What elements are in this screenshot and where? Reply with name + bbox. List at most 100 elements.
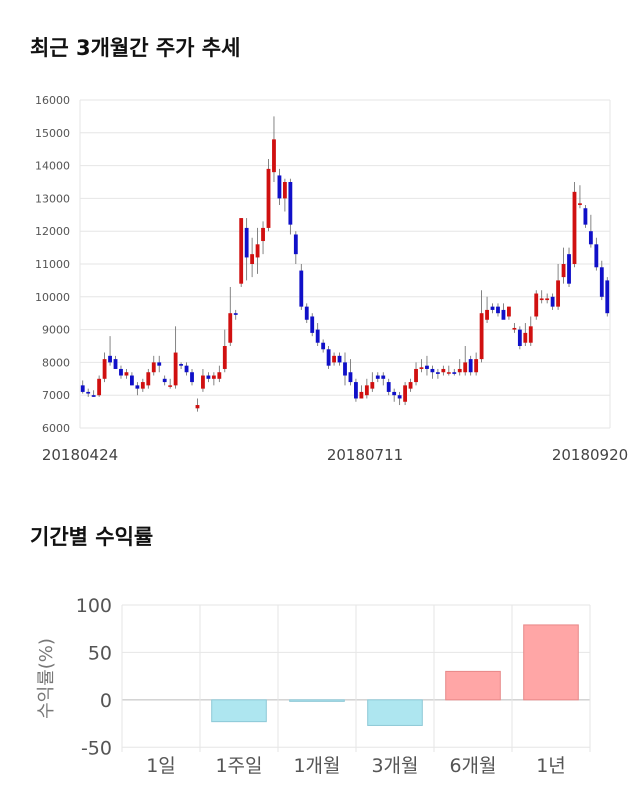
candle-body — [594, 244, 599, 268]
candle-body — [173, 352, 178, 386]
candle-body — [135, 385, 140, 389]
candle-grid — [79, 99, 611, 429]
candle-body — [386, 382, 391, 392]
candle-body — [86, 391, 91, 394]
candle-body — [550, 296, 555, 307]
candle-x-tick: 20180920 — [552, 446, 628, 464]
bar-grid — [121, 604, 591, 752]
candle-body — [157, 362, 162, 366]
bar-x-tick: 1개월 — [293, 755, 340, 777]
candle-body — [129, 375, 134, 386]
candle-body — [556, 280, 561, 307]
candle-body — [250, 254, 255, 264]
candle-body — [206, 375, 211, 379]
candle-body — [168, 385, 173, 387]
candle-body — [523, 332, 528, 343]
candle-body — [583, 208, 588, 225]
candle-body — [113, 359, 118, 369]
candle-body — [578, 203, 582, 205]
candle-y-tick: 6000 — [42, 422, 70, 435]
candle-body — [244, 227, 249, 258]
candle-body — [151, 362, 156, 373]
candle-body — [370, 382, 375, 389]
candle-body — [310, 316, 315, 333]
candle-body — [190, 372, 194, 383]
candle-body — [217, 372, 222, 379]
candle-body — [392, 391, 397, 396]
candle-body — [304, 306, 309, 320]
candle-y-tick: 12000 — [35, 225, 70, 238]
candle-body — [119, 368, 123, 376]
candle-body — [496, 306, 500, 314]
candle-y-tick: 13000 — [35, 192, 70, 205]
return-bar — [367, 699, 423, 726]
candle-body — [419, 367, 424, 369]
returns-chart-title: 기간별 수익률 — [30, 525, 154, 549]
bar-y-axis: -50 0 50 100 — [76, 595, 112, 759]
candle-body — [299, 270, 304, 307]
candle-body — [321, 342, 326, 350]
candle-body — [266, 168, 271, 228]
candle-body — [211, 375, 216, 379]
candle-body — [457, 368, 462, 373]
candle-body — [354, 382, 358, 399]
candle-y-tick: 7000 — [42, 389, 70, 402]
return-bar — [289, 699, 345, 702]
candle-y-tick: 16000 — [35, 94, 70, 107]
bar-x-tick: 3개월 — [371, 755, 418, 777]
candle-body — [261, 227, 265, 242]
candle-body — [403, 385, 408, 402]
candle-body — [375, 375, 380, 379]
candle-body — [446, 372, 451, 374]
candle-body — [545, 298, 550, 301]
candle-body — [485, 309, 489, 320]
candle-body — [588, 231, 593, 245]
candle-body — [184, 365, 189, 373]
candle-body — [162, 378, 167, 383]
candle-body — [102, 359, 107, 379]
candle-body — [288, 182, 293, 225]
candle-body — [599, 267, 604, 297]
candle-body — [463, 362, 468, 373]
bar-series — [211, 624, 579, 726]
returns-bar-chart: -50 0 50 100 1일 1주일 1개월 3개월 6개월 1년 수익률(%) — [36, 595, 591, 777]
candle-body — [255, 244, 260, 258]
return-bar — [211, 699, 267, 723]
candle-y-tick: 8000 — [42, 356, 70, 369]
candle-body — [332, 355, 336, 363]
candle-body — [179, 364, 183, 366]
candle-body — [97, 378, 102, 396]
candle-body — [474, 359, 479, 373]
bar-y-tick: 100 — [76, 595, 112, 617]
candle-body — [534, 293, 539, 317]
candle-body — [381, 375, 386, 379]
candle-series — [80, 116, 610, 412]
candle-body — [567, 254, 571, 284]
candle-body — [479, 313, 484, 360]
candlestick-chart: 6000 7000 8000 9000 10000 11000 12000 13000 1400… — [35, 94, 628, 464]
candle-body — [528, 326, 533, 343]
candle-y-tick: 14000 — [35, 160, 70, 173]
bar-x-tick: 1주일 — [215, 755, 262, 777]
candle-y-tick: 11000 — [35, 258, 70, 271]
bar-y-tick: 50 — [88, 642, 112, 664]
candle-body — [228, 313, 233, 343]
candle-body — [501, 309, 506, 320]
candle-body — [490, 306, 495, 310]
candle-body — [507, 306, 511, 317]
candle-y-tick: 15000 — [35, 127, 70, 140]
candle-body — [397, 395, 402, 399]
candle-body — [408, 382, 413, 389]
candle-body — [140, 382, 145, 389]
candle-x-tick: 20180711 — [327, 446, 403, 464]
candle-body — [222, 346, 227, 369]
candle-body — [293, 234, 298, 255]
candle-body — [517, 329, 522, 346]
candle-body — [233, 313, 238, 315]
candle-body — [359, 391, 364, 399]
candle-body — [364, 385, 369, 396]
bar-y-tick: -50 — [81, 737, 112, 759]
candle-body — [425, 365, 429, 369]
candle-body — [326, 349, 331, 366]
candle-x-axis: 20180424 20180711 20180920 — [42, 446, 628, 464]
